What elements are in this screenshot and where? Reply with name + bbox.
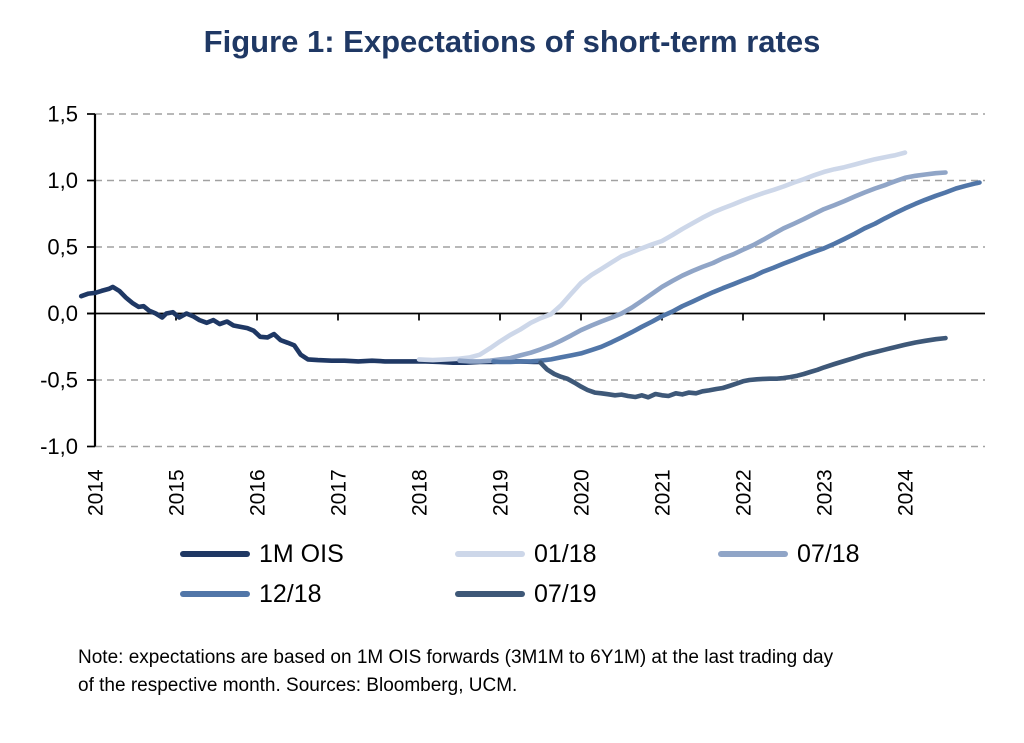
x-tick-label-2016: 2016 xyxy=(247,469,270,516)
x-tick-label-2022: 2022 xyxy=(733,469,756,516)
x-tick-label-2023: 2023 xyxy=(814,469,837,516)
series-line-01-18 xyxy=(416,150,908,363)
y-tick-label--1: -1,0 xyxy=(40,434,78,459)
y-tick-label-0: 0,0 xyxy=(47,301,78,326)
note-line-1: Note: expectations are based on 1M OIS f… xyxy=(78,647,834,668)
x-tick-label-2014: 2014 xyxy=(85,469,108,516)
y-tick-label-1.5: 1,5 xyxy=(47,102,78,127)
chart-note: Note: expectations are based on 1M OIS f… xyxy=(78,644,978,700)
x-tick-label-2021: 2021 xyxy=(652,469,675,516)
note-line-2: of the respective month. Sources: Bloomb… xyxy=(78,675,518,696)
x-tick-label-2018: 2018 xyxy=(409,469,432,516)
y-tick-label--0.5: -0,5 xyxy=(40,368,78,393)
x-tick-label-2024: 2024 xyxy=(895,469,918,516)
series-line-07-19 xyxy=(538,335,948,400)
y-tick-label-0.5: 0,5 xyxy=(47,235,78,260)
series-line-07-18 xyxy=(457,170,948,364)
series-line-1m-ois xyxy=(78,284,543,365)
rates-line-chart: 1,5 1,0 0,5 0,0 -0,5 -1,0 2014 2015 2016 2017 2018… xyxy=(40,102,985,516)
x-tick-label-2020: 2020 xyxy=(571,469,594,516)
x-tick-label-2015: 2015 xyxy=(166,469,189,516)
figure-title: Figure 1: Expectations of short-term rat… xyxy=(203,24,821,59)
x-tick-label-2019: 2019 xyxy=(490,469,513,516)
y-tick-label-1: 1,0 xyxy=(47,168,78,193)
series-line-12-18 xyxy=(491,180,982,365)
x-tick-label-2017: 2017 xyxy=(328,469,351,516)
